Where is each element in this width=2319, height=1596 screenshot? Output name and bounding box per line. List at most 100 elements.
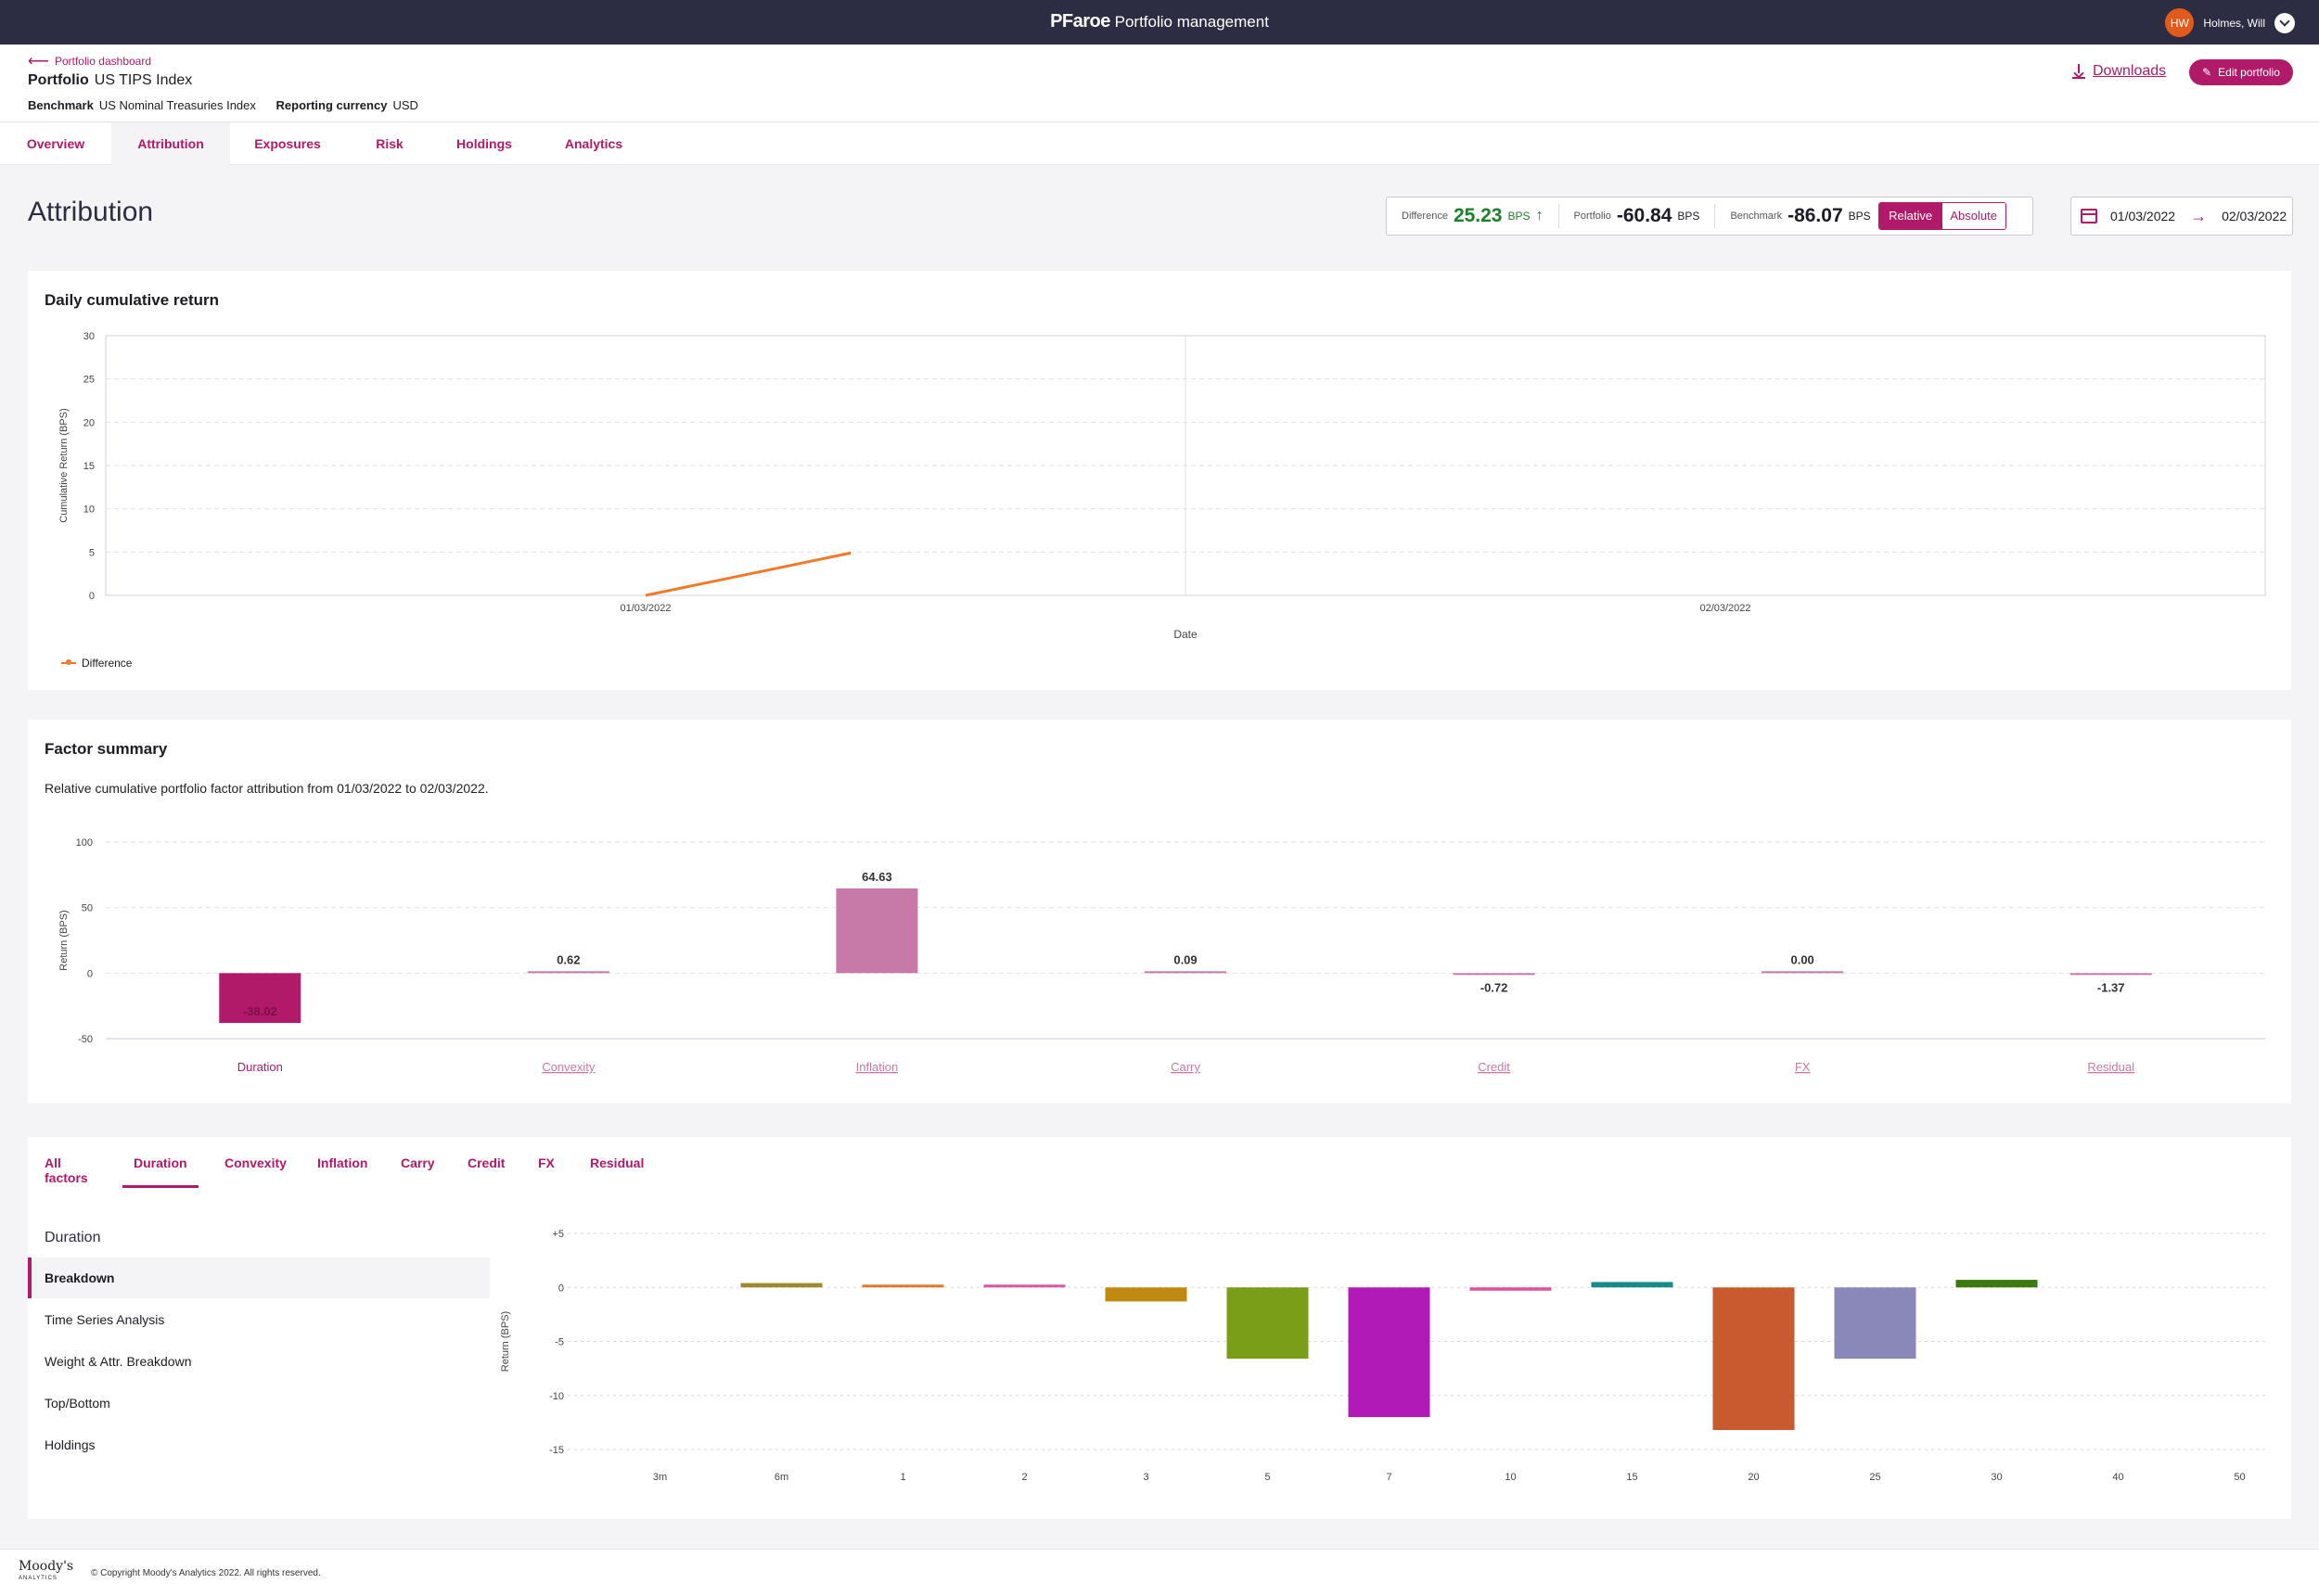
subtab-fx[interactable]: FX — [538, 1156, 555, 1170]
factor-bar-credit — [1453, 973, 1535, 976]
subtab-convexity[interactable]: Convexity — [224, 1156, 287, 1170]
tenor-bar-5 — [1226, 1287, 1309, 1360]
edit-portfolio-button[interactable]: ✎ Edit portfolio — [2189, 59, 2293, 85]
y-axis-label: Return (BPS) — [500, 1311, 511, 1372]
portfolio-stat: Portfolio -60.84 BPS — [1559, 204, 1716, 228]
chevron-down-icon[interactable] — [2274, 12, 2295, 33]
footer: Moody's ANALYTICS © Copyright Moody's An… — [0, 1549, 2319, 1596]
currency-label: Reporting currency — [275, 98, 388, 112]
tenor-bar-15 — [1591, 1282, 1673, 1288]
y-tick-label: -10 — [549, 1391, 564, 1402]
benchmark-name: US Nominal Treasuries Index — [98, 98, 256, 112]
tab-attribution[interactable]: Attribution — [111, 122, 230, 165]
avatar: HW — [2165, 8, 2195, 37]
y-tick-label: 100 — [76, 837, 93, 849]
x-tick-label: 3 — [1143, 1472, 1148, 1483]
factor-link-inflation[interactable]: Inflation — [856, 1060, 899, 1074]
x-tick-label: 7 — [1386, 1472, 1391, 1483]
factor-bar-fx — [1762, 971, 1844, 974]
factor-link-carry[interactable]: Carry — [1171, 1060, 1200, 1074]
factor-summary-title: Factor summary — [45, 740, 168, 758]
brand-sub: ANALYTICS — [19, 1576, 58, 1581]
factor-bar-carry — [1145, 971, 1226, 974]
absolute-button[interactable]: Absolute — [1941, 203, 2005, 229]
subtab-residual[interactable]: Residual — [590, 1156, 645, 1170]
x-axis-label: Date — [1173, 628, 1198, 641]
tab-analytics[interactable]: Analytics — [564, 136, 623, 151]
relative-button[interactable]: Relative — [1878, 203, 1942, 229]
download-icon — [2072, 64, 2085, 79]
subtab-all-factors[interactable]: All factors — [45, 1156, 88, 1185]
x-tick-label: 40 — [2112, 1472, 2123, 1483]
top-bar: PFaroe Portfolio management HW Holmes, W… — [0, 0, 2319, 45]
side-item-holdings[interactable]: Holdings — [45, 1437, 96, 1452]
calendar-icon — [2081, 209, 2097, 223]
downloads-link[interactable]: Downloads — [2072, 63, 2166, 80]
factor-link-fx[interactable]: FX — [1795, 1060, 1811, 1074]
tab-risk[interactable]: Risk — [376, 136, 404, 151]
y-tick-label: 20 — [83, 417, 95, 428]
y-tick-label: -50 — [78, 1034, 93, 1045]
subtab-carry[interactable]: Carry — [401, 1156, 435, 1170]
date-range-picker[interactable]: 01/03/2022 → 02/03/2022 — [2070, 197, 2293, 236]
factor-link-credit[interactable]: Credit — [1478, 1060, 1510, 1074]
factor-value-label: 0.00 — [1790, 952, 1813, 966]
date-to: 02/03/2022 — [2222, 209, 2287, 223]
breakdown-side-title: Duration — [45, 1230, 101, 1245]
tab-overview[interactable]: Overview — [26, 136, 85, 151]
factor-link-duration[interactable]: Duration — [237, 1060, 283, 1074]
factor-link-residual[interactable]: Residual — [2087, 1060, 2134, 1074]
tab-exposures[interactable]: Exposures — [254, 136, 321, 151]
page-title: Attribution — [28, 197, 154, 227]
chart-legend[interactable]: Difference — [61, 657, 132, 670]
difference-series-line — [645, 551, 852, 597]
tab-holdings[interactable]: Holdings — [456, 136, 512, 151]
brand-name: Moody's — [19, 1559, 74, 1574]
y-tick-label: 0 — [558, 1283, 564, 1294]
x-tick-label: 5 — [1264, 1472, 1270, 1483]
portfolio-stat-label: Portfolio — [1573, 211, 1611, 222]
tenor-bar-2 — [983, 1284, 1066, 1288]
factor-value-label: -0.72 — [1480, 980, 1508, 994]
legend-label: Difference — [82, 657, 133, 670]
tenor-bar-3 — [1105, 1287, 1187, 1302]
side-item-weight-attr[interactable]: Weight & Attr. Breakdown — [45, 1354, 192, 1369]
subtab-duration[interactable]: Duration — [122, 1156, 199, 1188]
factor-bar-duration — [219, 973, 301, 1024]
factor-bar-convexity — [527, 971, 609, 974]
user-menu[interactable]: HW Holmes, Will — [2165, 8, 2295, 37]
tenor-bar-7 — [1348, 1287, 1430, 1418]
factor-link-convexity[interactable]: Convexity — [542, 1060, 596, 1074]
tenor-bar-30 — [1955, 1280, 2038, 1288]
app-brand: PFaroe Portfolio management — [0, 11, 2319, 32]
back-link[interactable]: ⟵ Portfolio dashboard — [28, 52, 151, 70]
date-from: 01/03/2022 — [2110, 209, 2176, 223]
difference-value: 25.23 — [1453, 205, 1503, 226]
side-item-top-bottom[interactable]: Top/Bottom — [45, 1396, 110, 1411]
y-tick-label: 5 — [89, 547, 95, 558]
side-item-breakdown[interactable]: Breakdown — [28, 1258, 490, 1298]
subtab-inflation[interactable]: Inflation — [317, 1156, 368, 1170]
back-link-label: Portfolio dashboard — [54, 55, 152, 68]
arrow-left-icon: ⟵ — [28, 54, 49, 70]
y-tick-label: 15 — [83, 461, 95, 472]
portfolio-stat-value: -60.84 — [1616, 205, 1672, 226]
side-item-time-series[interactable]: Time Series Analysis — [45, 1312, 165, 1327]
product-name: Portfolio management — [1114, 13, 1269, 31]
y-tick-label: -5 — [555, 1337, 564, 1348]
y-tick-label: 50 — [82, 903, 93, 914]
benchmark-stat-unit: BPS — [1848, 210, 1871, 223]
y-tick-label: +5 — [552, 1229, 564, 1240]
copyright-text: © Copyright Moody's Analytics 2022. All … — [91, 1568, 321, 1578]
subtab-credit[interactable]: Credit — [468, 1156, 506, 1170]
factor-summary-chart: -50 0 50 100 Return (BPS) -38.02 Duration 0.62 C… — [58, 837, 2265, 1074]
x-tick-label: 1 — [900, 1472, 905, 1483]
y-axis-label: Return (BPS) — [58, 910, 70, 970]
logo: PFaroe — [1050, 11, 1110, 32]
x-tick-label: 10 — [1505, 1472, 1516, 1483]
difference-stat: Difference 25.23 BPS ↑ — [1387, 204, 1559, 228]
y-tick-label: 0 — [89, 591, 95, 602]
factor-value-label: -38.02 — [243, 1004, 277, 1018]
factor-value-label: 64.63 — [862, 870, 892, 884]
portfolio-header: ⟵ Portfolio dashboard Portfolio US TIPS I… — [0, 45, 2319, 122]
